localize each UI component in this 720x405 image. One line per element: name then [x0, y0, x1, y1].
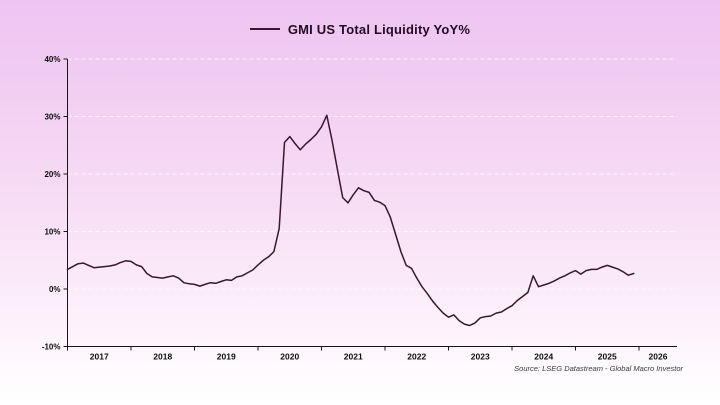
x-tick-label-2021: 2021 — [344, 352, 363, 362]
y-tick-label-10: 10% — [44, 228, 60, 237]
y-tick-label-40: 40% — [44, 55, 60, 64]
y-tick-label-30: 30% — [44, 113, 60, 122]
y-tick-label--10: -10% — [42, 343, 61, 352]
chart-title: GMI US Total Liquidity YoY% — [287, 21, 471, 37]
x-tick-label-2022: 2022 — [407, 352, 426, 362]
chart-legend: GMI US Total Liquidity YoY% — [0, 20, 720, 38]
source-attribution: Source: LSEG Datastream - Global Macro I… — [514, 364, 683, 373]
x-tick-label-2026: 2026 — [649, 352, 668, 362]
x-tick-label-2018: 2018 — [153, 352, 172, 362]
x-tick-label-2024: 2024 — [534, 352, 553, 362]
y-tick-label-0: 0% — [49, 285, 61, 294]
x-tick-label-2017: 2017 — [90, 352, 109, 362]
legend-line-swatch — [249, 28, 280, 30]
series-line-gmi-us-total-liquidity-yoy — [66, 114, 635, 327]
x-tick-label-2019: 2019 — [217, 352, 236, 362]
x-tick-label-2023: 2023 — [471, 352, 490, 362]
x-tick-label-2025: 2025 — [598, 352, 617, 362]
x-tick-label-2020: 2020 — [280, 352, 299, 362]
y-tick-label-20: 20% — [44, 170, 60, 179]
